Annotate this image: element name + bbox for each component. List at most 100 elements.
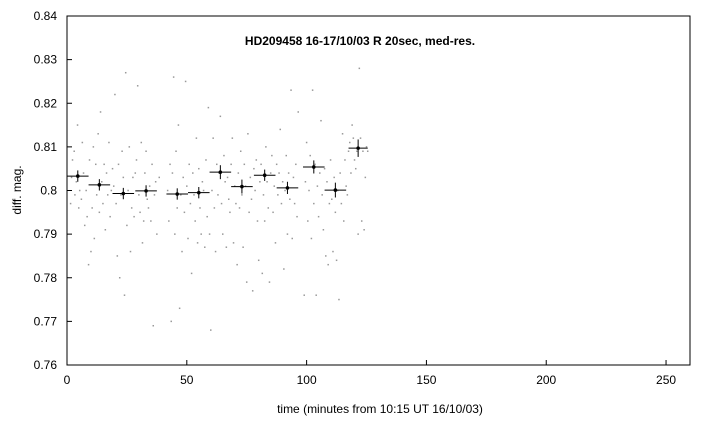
- raw-data-point: [293, 202, 296, 205]
- raw-data-point: [214, 250, 217, 253]
- raw-data-point: [132, 176, 134, 179]
- raw-data-point: [153, 194, 156, 196]
- raw-data-point: [82, 172, 85, 174]
- raw-data-point: [202, 189, 205, 192]
- x-tick-label: 100: [297, 373, 317, 387]
- raw-data-point: [325, 255, 327, 257]
- raw-data-point: [95, 163, 97, 166]
- raw-data-point: [352, 137, 355, 139]
- x-tick-label: 50: [180, 373, 194, 387]
- raw-data-point: [74, 194, 76, 196]
- raw-data-point: [328, 202, 331, 205]
- raw-data-point: [329, 159, 332, 161]
- raw-data-point: [278, 172, 280, 174]
- raw-data-point: [341, 133, 344, 135]
- raw-data-point: [351, 124, 353, 126]
- raw-data-point: [192, 172, 194, 174]
- raw-data-point: [127, 189, 129, 192]
- raw-data-point: [100, 181, 103, 183]
- y-tick-label: 0.82: [34, 96, 58, 110]
- raw-data-point: [182, 176, 184, 179]
- raw-data-point: [273, 185, 276, 187]
- raw-data-point: [145, 150, 147, 152]
- raw-data-point: [85, 189, 87, 192]
- raw-data-point: [178, 307, 181, 310]
- binned-data-point: [348, 139, 368, 157]
- raw-data-point: [217, 194, 219, 196]
- raw-data-point: [97, 133, 99, 135]
- raw-data-point: [326, 181, 328, 183]
- raw-data-point: [348, 141, 351, 144]
- raw-data-point: [135, 159, 138, 161]
- raw-data-point: [90, 250, 92, 253]
- raw-data-point: [236, 263, 238, 266]
- binned-data-point: [231, 179, 253, 194]
- raw-data-point: [322, 229, 325, 231]
- raw-data-point: [142, 220, 145, 222]
- raw-data-point: [255, 159, 258, 161]
- raw-data-point: [78, 189, 81, 192]
- raw-data-point: [259, 181, 261, 183]
- raw-data-point: [292, 176, 295, 179]
- raw-data-point: [296, 215, 298, 218]
- raw-data-point: [92, 146, 95, 148]
- raw-data-point: [130, 207, 133, 209]
- raw-data-point: [219, 115, 222, 118]
- raw-data-point: [169, 163, 171, 166]
- binned-data-point: [276, 181, 299, 194]
- raw-data-point: [104, 229, 107, 231]
- raw-data-point: [238, 207, 241, 209]
- raw-data-point: [284, 189, 286, 192]
- raw-data-point: [158, 176, 161, 179]
- raw-data-point: [279, 128, 282, 131]
- raw-data-point: [98, 211, 101, 214]
- raw-data-point: [346, 194, 349, 196]
- raw-data-point: [239, 150, 242, 152]
- raw-data-point: [362, 150, 364, 152]
- raw-data-point: [248, 211, 250, 214]
- raw-data-point: [166, 189, 169, 192]
- binned-marker: [218, 170, 223, 174]
- raw-data-point: [256, 220, 259, 222]
- raw-data-point: [303, 294, 305, 296]
- chart-title: HD209458 16-17/10/03 R 20sec, med-res.: [245, 34, 475, 48]
- raw-data-point: [184, 80, 187, 83]
- raw-data-point: [206, 215, 208, 218]
- raw-data-point: [340, 202, 343, 205]
- binned-marker: [196, 190, 201, 195]
- raw-data-point: [147, 207, 150, 209]
- raw-data-point: [188, 163, 190, 166]
- raw-data-point: [231, 137, 234, 139]
- raw-data-point: [195, 137, 198, 139]
- raw-data-point: [126, 224, 128, 227]
- x-tick-label: 200: [536, 373, 556, 387]
- raw-data-point: [213, 207, 216, 209]
- raw-data-point: [354, 167, 357, 170]
- binned-marker: [175, 192, 180, 196]
- raw-data-point: [120, 194, 122, 196]
- raw-data-point: [186, 185, 188, 187]
- raw-data-point: [168, 220, 170, 222]
- raw-data-point: [360, 220, 363, 222]
- y-tick-label: 0.77: [34, 314, 58, 328]
- raw-data-point: [343, 220, 345, 222]
- raw-data-point: [291, 237, 293, 240]
- raw-data-point: [222, 233, 224, 235]
- x-axis-title: time (minutes from 10:15 UT 16/10/03): [277, 402, 483, 416]
- raw-data-point: [263, 220, 266, 222]
- raw-data-point: [358, 67, 361, 70]
- raw-data-point: [320, 119, 322, 122]
- raw-data-point: [133, 215, 135, 218]
- binned-marker: [75, 174, 80, 178]
- raw-data-point: [116, 255, 119, 257]
- raw-data-point: [103, 163, 105, 166]
- raw-data-point: [180, 194, 182, 196]
- raw-data-point: [76, 124, 79, 126]
- raw-data-point: [112, 185, 115, 187]
- raw-data-point: [138, 194, 140, 196]
- x-tick-label: 0: [64, 373, 71, 387]
- raw-data-point: [266, 181, 268, 183]
- raw-data-point: [304, 181, 307, 183]
- raw-data-point: [87, 263, 90, 266]
- raw-data-point: [95, 194, 98, 196]
